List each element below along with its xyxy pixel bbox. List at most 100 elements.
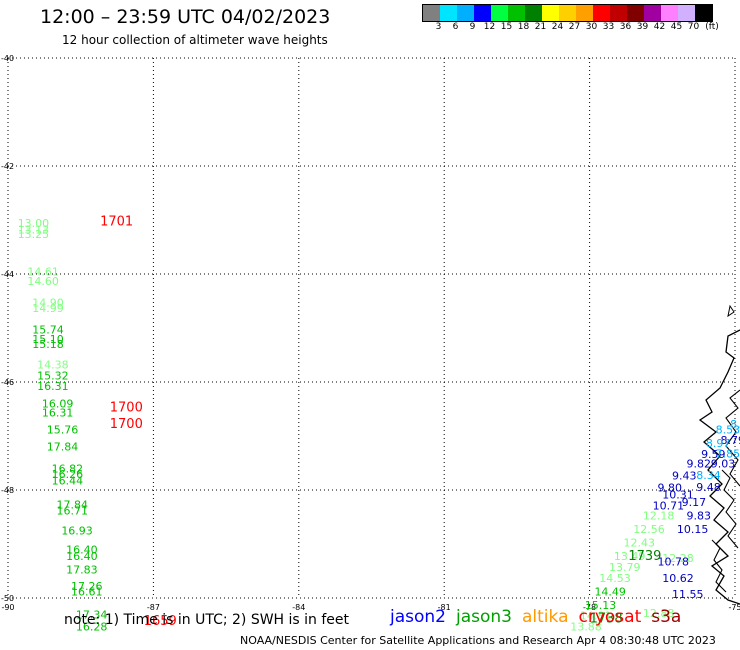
wave-height-value: 14.90 (32, 296, 64, 309)
wave-height-value: 10.15 (677, 523, 709, 536)
wave-height-value: 17.84 (47, 441, 78, 454)
wave-height-value: 17.26 (71, 580, 103, 593)
colorbar-swatch (525, 5, 542, 21)
colorbar-swatch (542, 5, 559, 21)
wave-height-value: 9.82 (687, 457, 712, 470)
credit-line: NOAA/NESDIS Center for Satellite Applica… (240, 634, 716, 647)
colorbar-unit: (ft) (705, 22, 719, 32)
wave-height-value: 9.17 (682, 496, 707, 509)
colorbar-label: 3 (435, 22, 442, 32)
lat-tick-label: -50 (1, 594, 14, 603)
wave-height-value: 7.85 (716, 448, 740, 461)
wave-height-value: 16.71 (56, 504, 88, 517)
colorbar-label: 30 (585, 22, 598, 32)
wave-height-value: 9.43 (672, 470, 697, 483)
wave-height-value: 9.80 (657, 482, 682, 495)
wave-height-value: 14.99 (32, 302, 64, 315)
colorbar-label: 33 (602, 22, 615, 32)
wave-height-value: 14.81 (580, 610, 612, 623)
wave-height-value: 8.78 (730, 418, 740, 431)
wave-height-value: 9.03 (711, 457, 736, 470)
wave-height-value: 16.40 (66, 550, 98, 563)
wave-height-value: 15.13 (585, 599, 617, 612)
wave-height-value: 10.62 (662, 572, 694, 585)
colorbar-swatch (576, 5, 593, 21)
colorbar-swatch (610, 5, 627, 21)
colorbar-label: 12 (483, 22, 496, 32)
lat-tick-label: -44 (1, 270, 14, 279)
wave-height-value: 9.83 (687, 510, 712, 523)
wave-height-value: 13.00 (18, 217, 50, 230)
colorbar-label: 27 (568, 22, 581, 32)
colorbar-label: 6 (452, 22, 459, 32)
wave-height-value: 16.26 (52, 468, 83, 481)
wave-height-value: 16.28 (76, 620, 108, 633)
wave-height-value: 16.31 (37, 380, 69, 393)
axis-tick-labels: -90 -87 -84 -81 -78 -75 -40 -42 -44 -46 -48 -50 (1, 54, 740, 612)
pass-time-label: 1739 (628, 549, 661, 564)
wave-height-value: 13.88 (570, 620, 602, 633)
wave-height-value: 14.38 (37, 359, 69, 372)
wave-height-value: 15.74 (32, 323, 64, 336)
satellite-legend-jason3: jason3 (456, 607, 512, 627)
lat-tick-label: -46 (1, 378, 14, 387)
wave-height-value: 16.61 (71, 585, 103, 598)
wave-height-value: 17.83 (66, 564, 98, 577)
colorbar-swatch (440, 5, 457, 21)
colorbar-swatch (678, 5, 695, 21)
colorbar-label: 70 (687, 22, 700, 32)
colorbar-swatch (457, 5, 474, 21)
colorbar-swatch (644, 5, 661, 21)
wave-height-value: 15.18 (32, 338, 64, 351)
pass-time-label: 1701 (100, 214, 133, 229)
wave-height-value: 14.61 (27, 266, 58, 279)
wave-height-value: 8.34 (696, 469, 721, 482)
wave-height-value: 14.49 (594, 585, 626, 598)
lon-tick-label: -87 (147, 603, 160, 612)
coastline (698, 304, 740, 605)
wave-height-value: 10.78 (657, 556, 689, 569)
wave-height-value: 14.53 (599, 572, 631, 585)
wave-height-value: 12.43 (624, 537, 656, 550)
wave-height-value: 13.49 (614, 550, 646, 563)
colorbar-label: 45 (670, 22, 683, 32)
wave-height-value: 12.88 (643, 607, 675, 620)
colorbar-swatch (491, 5, 508, 21)
colorbar-label: 39 (636, 22, 649, 32)
wave-height-value: 8.53 (716, 423, 740, 436)
wave-height-value: 13.25 (18, 228, 50, 241)
wave-height-value: 17.34 (76, 609, 108, 622)
pass-time-label: 1738 (590, 611, 623, 626)
wave-height-value: 16.09 (42, 397, 74, 410)
map-grid (7, 57, 736, 599)
lat-tick-label: -40 (1, 54, 14, 63)
satellite-legend-s3a: s3a (651, 607, 682, 627)
lon-tick-label: -75 (728, 603, 740, 612)
wave-height-value: 15.76 (47, 423, 78, 436)
wave-height-value: 12.28 (662, 552, 694, 565)
wave-height-value: 10.31 (662, 489, 694, 502)
wave-height-value: 10.71 (653, 499, 685, 512)
colorbar-swatch (423, 5, 440, 21)
wave-height-value: 9.59 (701, 448, 726, 461)
wave-height-value: 11.55 (672, 588, 704, 601)
satellite-legend-jason2: jason2 (390, 607, 446, 627)
wave-height-value: 13.79 (609, 561, 641, 574)
lat-tick-label: -42 (1, 162, 14, 171)
colorbar-swatch (559, 5, 576, 21)
pass-time-label: 1659 (144, 614, 177, 629)
map-subtitle: 12 hour collection of altimeter wave hei… (62, 33, 328, 47)
wave-height-value: 16.40 (66, 544, 98, 557)
colorbar-labels: 3 6 9 12 15 18 21 24 27 30 33 36 39 42 45 70 (ft) (422, 22, 740, 34)
lon-tick-label: -90 (1, 603, 14, 612)
colorbar-swatch (627, 5, 644, 21)
colorbar-label: 21 (534, 22, 547, 32)
wave-height-value: 9.48 (696, 481, 721, 494)
map-title: 12:00 – 23:59 UTC 04/02/2023 (40, 6, 331, 28)
lon-tick-label: -81 (438, 603, 451, 612)
colorbar-swatch (474, 5, 491, 21)
satellite-legend-altika: altika (522, 607, 569, 627)
pass-time-label: 1700 (110, 401, 143, 416)
